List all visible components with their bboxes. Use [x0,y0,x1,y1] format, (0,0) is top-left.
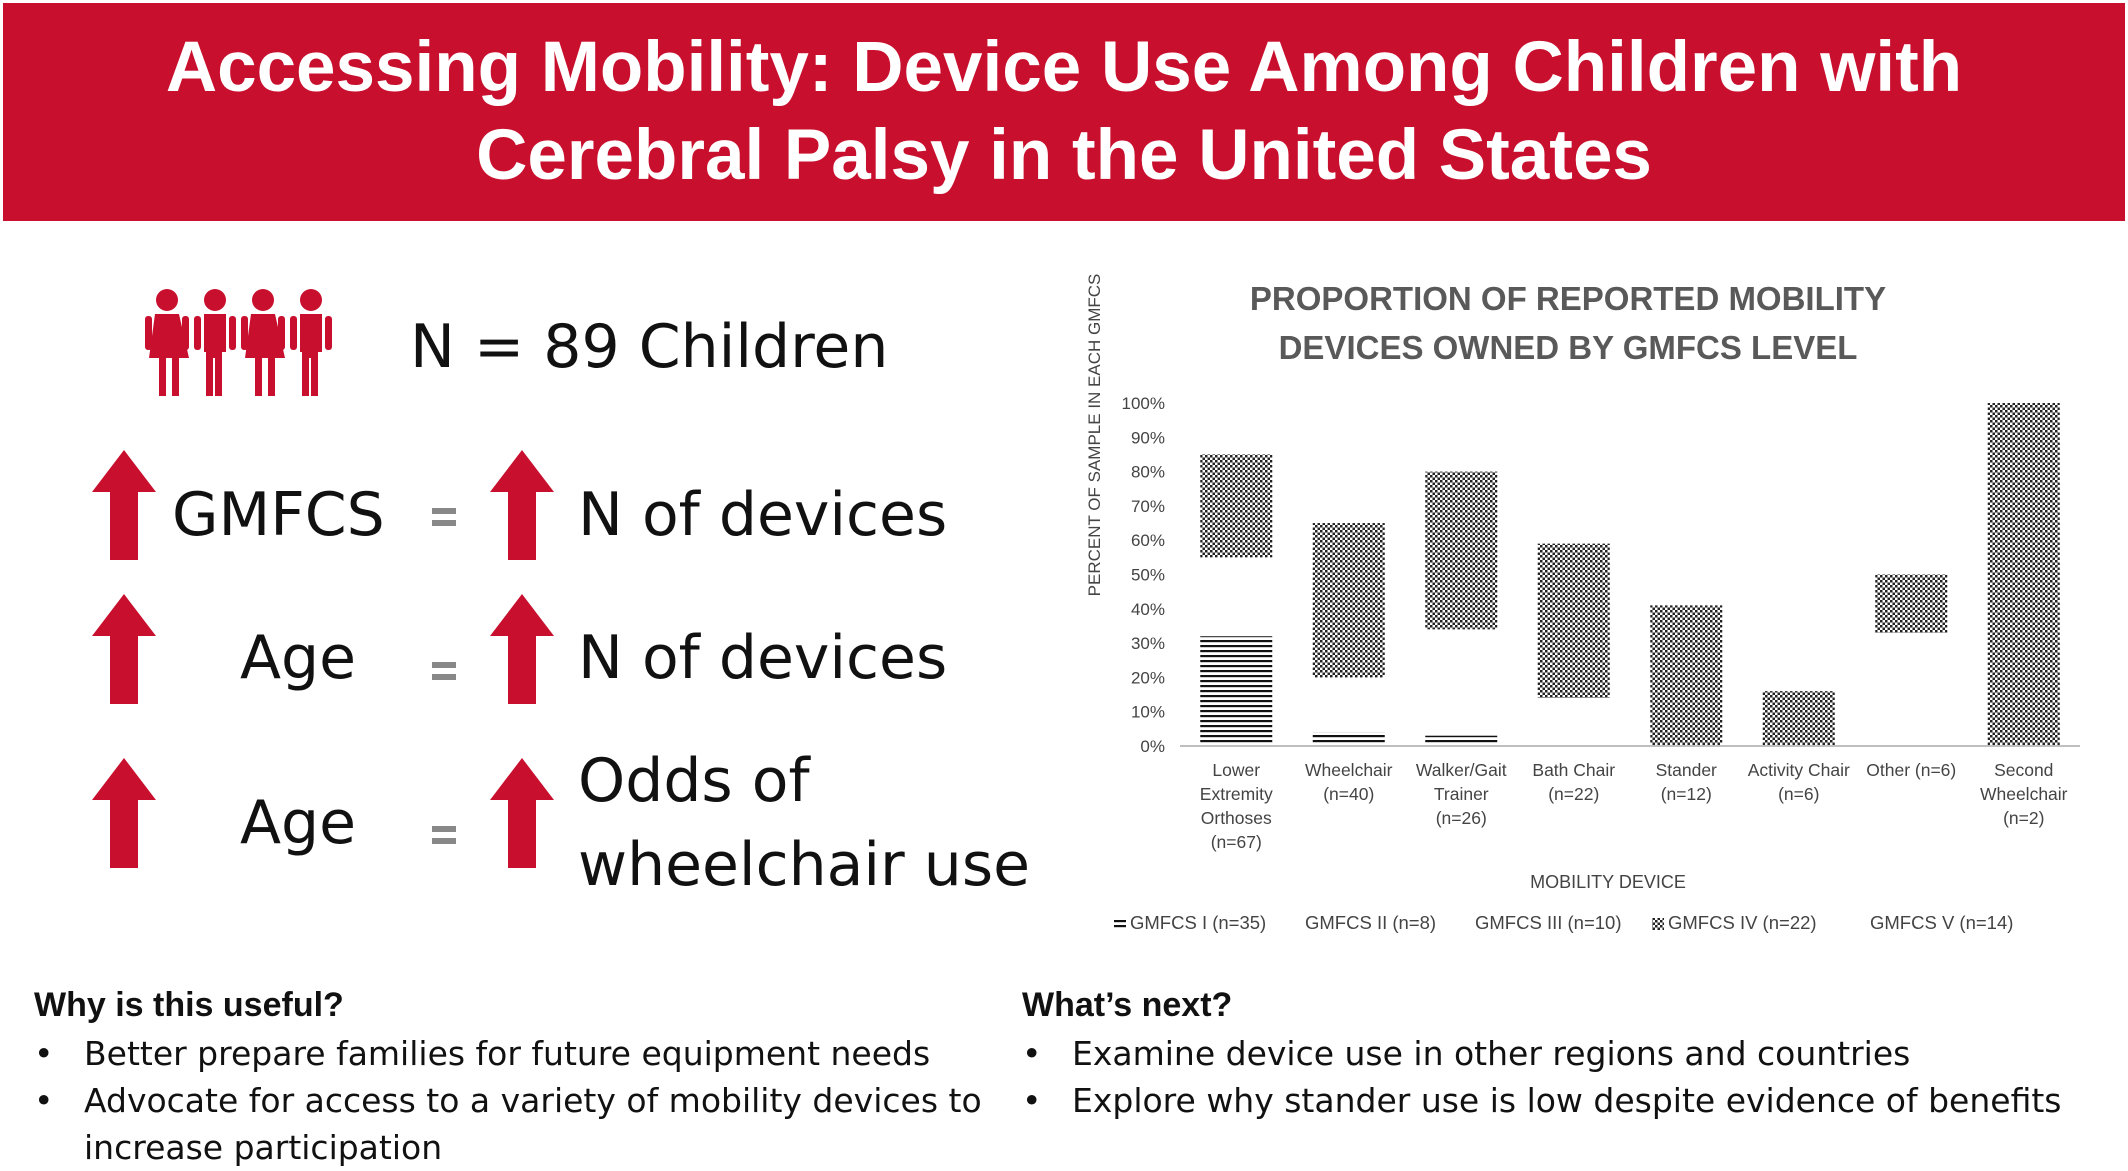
equals-icon [432,508,456,528]
y-tick-label: 50% [1131,566,1165,585]
bar-segment [1425,471,1498,630]
y-tick-label: 20% [1131,668,1165,687]
x-category-label: Extremity [1200,784,1273,804]
x-axis-label: MOBILITY DEVICE [1530,872,1686,892]
sample-size: N = 89 Children [410,312,889,382]
mobility-device-chart: PROPORTION OF REPORTED MOBILITY DEVICES O… [1085,274,2080,933]
x-category-label: (n=6) [1778,784,1819,804]
x-category-label: Wheelchair [1305,760,1393,780]
up-arrow-icon [490,758,554,868]
legend-swatch [1289,918,1301,930]
x-category-label: Lower [1212,760,1260,780]
bar-segment [1425,629,1497,735]
chart-title-line: PROPORTION OF REPORTED MOBILITY [1250,280,1886,317]
bar-segment [1200,557,1272,636]
bar-segment [1200,454,1273,558]
x-category-label: (n=40) [1323,784,1374,804]
x-category-label: (n=22) [1548,784,1599,804]
y-tick-label: 60% [1131,531,1165,550]
bar-segment [1875,574,1948,633]
y-tick-label: 90% [1131,428,1165,447]
legend-swatch [1854,918,1866,930]
x-category-label: Walker/Gait [1416,760,1507,780]
bar-segment [1987,403,2060,746]
finding-2-left: Age [240,623,357,693]
x-category-label: (n=2) [2003,808,2044,828]
list-item: Advocate for access to a variety of mobi… [34,1077,1014,1171]
legend-label: GMFCS IV (n=22) [1668,912,1817,933]
why-list: Better prepare families for future equip… [34,1030,1014,1171]
bar-segment [1650,605,1723,746]
y-tick-label: 0% [1140,737,1165,756]
list-item: Explore why stander use is low despite e… [1022,1077,2112,1124]
legend-swatch [1459,918,1471,930]
why-heading: Why is this useful? [34,986,344,1024]
y-tick-label: 80% [1131,463,1165,482]
bar-segment [1425,735,1498,746]
x-category-label: (n=12) [1661,784,1712,804]
up-arrow-icon [92,758,156,868]
x-category-label: Trainer [1434,784,1489,804]
next-heading: What’s next? [1022,986,1233,1024]
list-item: Examine device use in other regions and … [1022,1030,2112,1077]
children-icon [145,289,332,396]
finding-2-right: N of devices [578,623,948,693]
bar-segment [1538,698,1610,746]
y-tick-label: 40% [1131,600,1165,619]
x-category-label: (n=26) [1436,808,1487,828]
finding-1-right: N of devices [578,480,948,550]
bar-segment [1875,633,1947,746]
x-category-label: Bath Chair [1532,760,1615,780]
title-banner: Accessing Mobility: Device Use Among Chi… [3,3,2125,221]
x-category-label: Other (n=6) [1866,760,1956,780]
x-category-label: Activity Chair [1748,760,1850,780]
bar-segment [1200,636,1273,746]
chart-title-line: DEVICES OWNED BY GMFCS LEVEL [1279,329,1858,366]
x-category-label: Second [1994,760,2053,780]
legend-label: GMFCS III (n=10) [1475,912,1622,933]
y-tick-label: 30% [1131,634,1165,653]
list-item: Better prepare families for future equip… [34,1030,1014,1077]
x-category-label: Wheelchair [1980,784,2068,804]
page-title: Accessing Mobility: Device Use Among Chi… [165,28,1963,195]
equals-icon [432,662,456,682]
legend-swatch [1114,918,1126,930]
finding-1-left: GMFCS [172,480,385,550]
finding-3-right-line2: wheelchair use [578,830,1030,900]
up-arrow-icon [490,594,554,704]
legend-label: GMFCS V (n=14) [1870,912,2013,933]
x-category-label: (n=67) [1211,832,1262,852]
up-arrow-icon [92,594,156,704]
equals-icon [432,826,456,846]
up-arrow-icon [490,450,554,560]
next-list: Examine device use in other regions and … [1022,1030,2112,1124]
x-category-label: Stander [1656,760,1717,780]
x-category-label: Orthoses [1201,808,1272,828]
bar-segment [1312,523,1385,678]
legend-swatch [1652,918,1664,930]
bar-segment [1313,677,1385,732]
y-tick-label: 100% [1122,394,1165,413]
legend-label: GMFCS I (n=35) [1130,912,1266,933]
y-tick-label: 70% [1131,497,1165,516]
bar-segment [1312,732,1385,746]
finding-3-right-line1: Odds of [578,746,810,816]
y-tick-label: 10% [1131,703,1165,722]
bar-segment [1537,543,1610,698]
bar-segment [1762,691,1835,746]
up-arrow-icon [92,450,156,560]
chart-title: PROPORTION OF REPORTED MOBILITY DEVICES O… [1250,280,1886,366]
y-axis-label: PERCENT OF SAMPLE IN EACH GMFCS [1085,274,1104,597]
legend-label: GMFCS II (n=8) [1305,912,1436,933]
finding-3-left: Age [240,788,357,858]
